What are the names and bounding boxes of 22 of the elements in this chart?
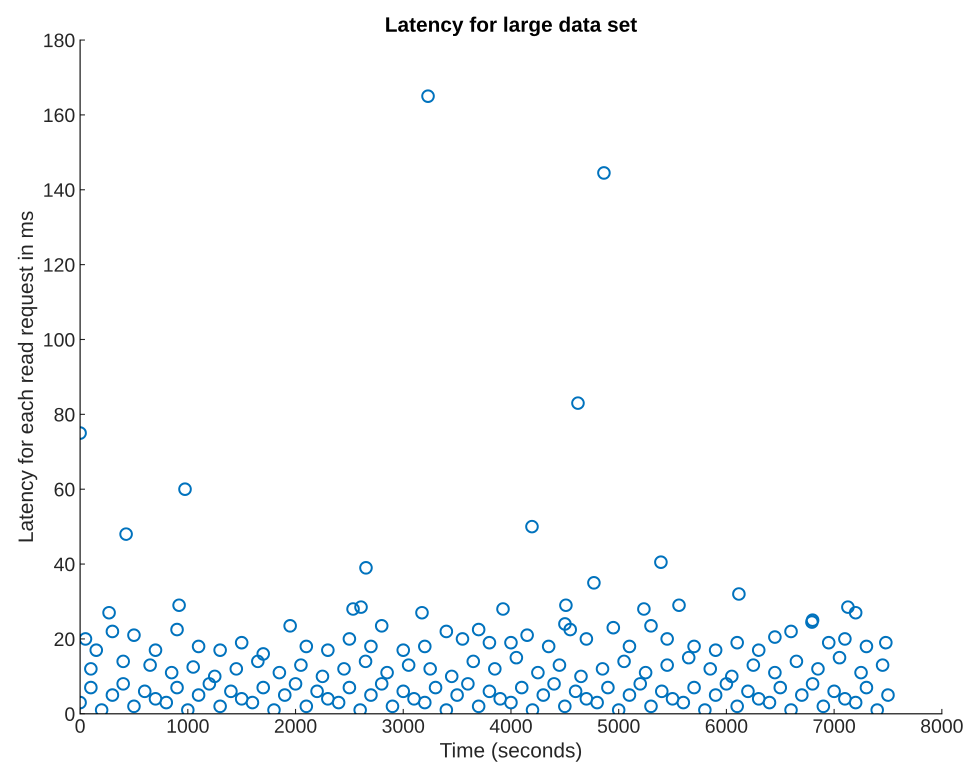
x-tick-label: 7000 [813, 719, 855, 733]
y-tick-label: 0 [65, 707, 74, 722]
y-tick-label: 60 [54, 482, 74, 496]
y-tick-label: 80 [54, 408, 74, 422]
y-tick-label: 100 [44, 332, 74, 347]
y-tick-label: 140 [44, 183, 74, 197]
y-tick-label: 160 [44, 108, 74, 122]
x-tick-label: 4000 [490, 719, 532, 733]
x-tick-label: 0 [75, 719, 85, 733]
x-axis-title: Time (seconds) [440, 742, 582, 762]
y-tick-label: 20 [54, 632, 74, 646]
x-tick-label: 1000 [168, 719, 209, 733]
y-tick-label: 180 [44, 34, 74, 48]
x-tick-label: 8000 [921, 719, 963, 733]
y-axis-title: Latency for each read request in ms [18, 211, 38, 542]
x-tick-label: 2000 [274, 719, 316, 733]
y-tick-label: 40 [54, 558, 74, 572]
x-tick-label: 5000 [598, 719, 640, 733]
x-tick-label: 3000 [382, 719, 424, 733]
chart-title: Latency for large data set [386, 16, 637, 36]
x-tick-label: 6000 [706, 719, 748, 733]
y-tick-label: 120 [44, 258, 74, 272]
